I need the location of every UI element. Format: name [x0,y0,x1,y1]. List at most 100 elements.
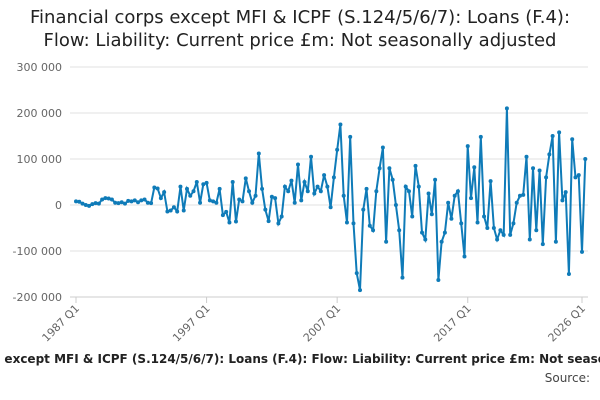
point [93,201,98,206]
point [527,237,532,242]
point [400,275,405,280]
point [557,130,562,135]
point [413,163,418,168]
point [580,249,584,254]
point [358,288,363,293]
point [449,216,454,221]
point [495,237,500,242]
point [282,184,287,189]
point [233,219,238,224]
point [181,208,186,213]
point [237,197,242,202]
x-tick-label: 2017 Q1 [431,302,474,345]
point [475,220,480,225]
point [312,191,317,196]
point [74,199,78,204]
point [90,202,95,207]
point [253,193,258,198]
point [439,239,444,244]
source: Source: [545,371,590,385]
point [116,201,121,206]
point [158,196,163,201]
point [566,272,571,276]
x-tick-label: 1997 Q1 [170,302,213,345]
point [309,154,314,159]
point [465,144,470,149]
y-tick-label: -200 000 [13,291,62,304]
point [335,147,340,152]
x-tick-label: 2026 Q1 [546,302,589,345]
point [109,197,114,202]
point [328,205,333,210]
point [87,203,92,208]
point [106,196,111,201]
point [469,196,474,201]
point [514,200,519,205]
point [446,200,451,205]
point [553,239,558,244]
point [80,201,85,206]
point [184,186,189,191]
point [126,198,131,203]
point [214,200,219,205]
point [263,207,268,212]
point [544,175,549,180]
point [188,193,193,198]
point [168,208,173,213]
point [472,165,477,170]
point [583,157,588,161]
point [266,219,271,224]
point [397,228,402,233]
point [207,198,212,203]
point [410,214,415,219]
point [305,189,310,194]
point [534,228,539,233]
point [165,209,170,214]
point [100,197,105,202]
point [302,180,307,184]
caption: Financial corps except MFI & ICPF (S.124… [0,352,600,366]
point [426,191,431,196]
point [390,177,395,182]
point [224,209,229,214]
point [429,212,434,217]
y-tick-label: 200 000 [17,107,63,120]
point [462,254,467,259]
point [201,182,206,187]
point [103,196,108,201]
point [361,207,366,212]
x-tick-label: 2007 Q1 [301,302,344,345]
point [279,214,284,219]
point [442,230,447,235]
point [295,162,300,167]
point [531,166,536,171]
point [129,199,134,204]
point [406,189,411,194]
point [155,186,160,191]
point [504,106,509,111]
point [217,186,222,191]
point [478,134,483,139]
y-tick-label: -100 000 [13,245,62,258]
point [132,198,137,203]
point [292,200,297,205]
point [374,189,379,194]
point [145,200,150,205]
point [136,200,141,205]
point [77,199,82,204]
point [521,192,526,197]
point [175,209,180,214]
point [570,137,575,142]
point [152,185,157,190]
point [191,189,196,194]
point [452,193,457,198]
point [491,226,496,230]
point [371,228,376,233]
point [142,197,147,202]
point [96,201,101,206]
point [139,198,144,203]
chart-title: Financial corps except MFI & ICPF (S.124… [29,7,571,51]
point [83,203,88,207]
point [230,180,235,184]
point [420,230,425,235]
